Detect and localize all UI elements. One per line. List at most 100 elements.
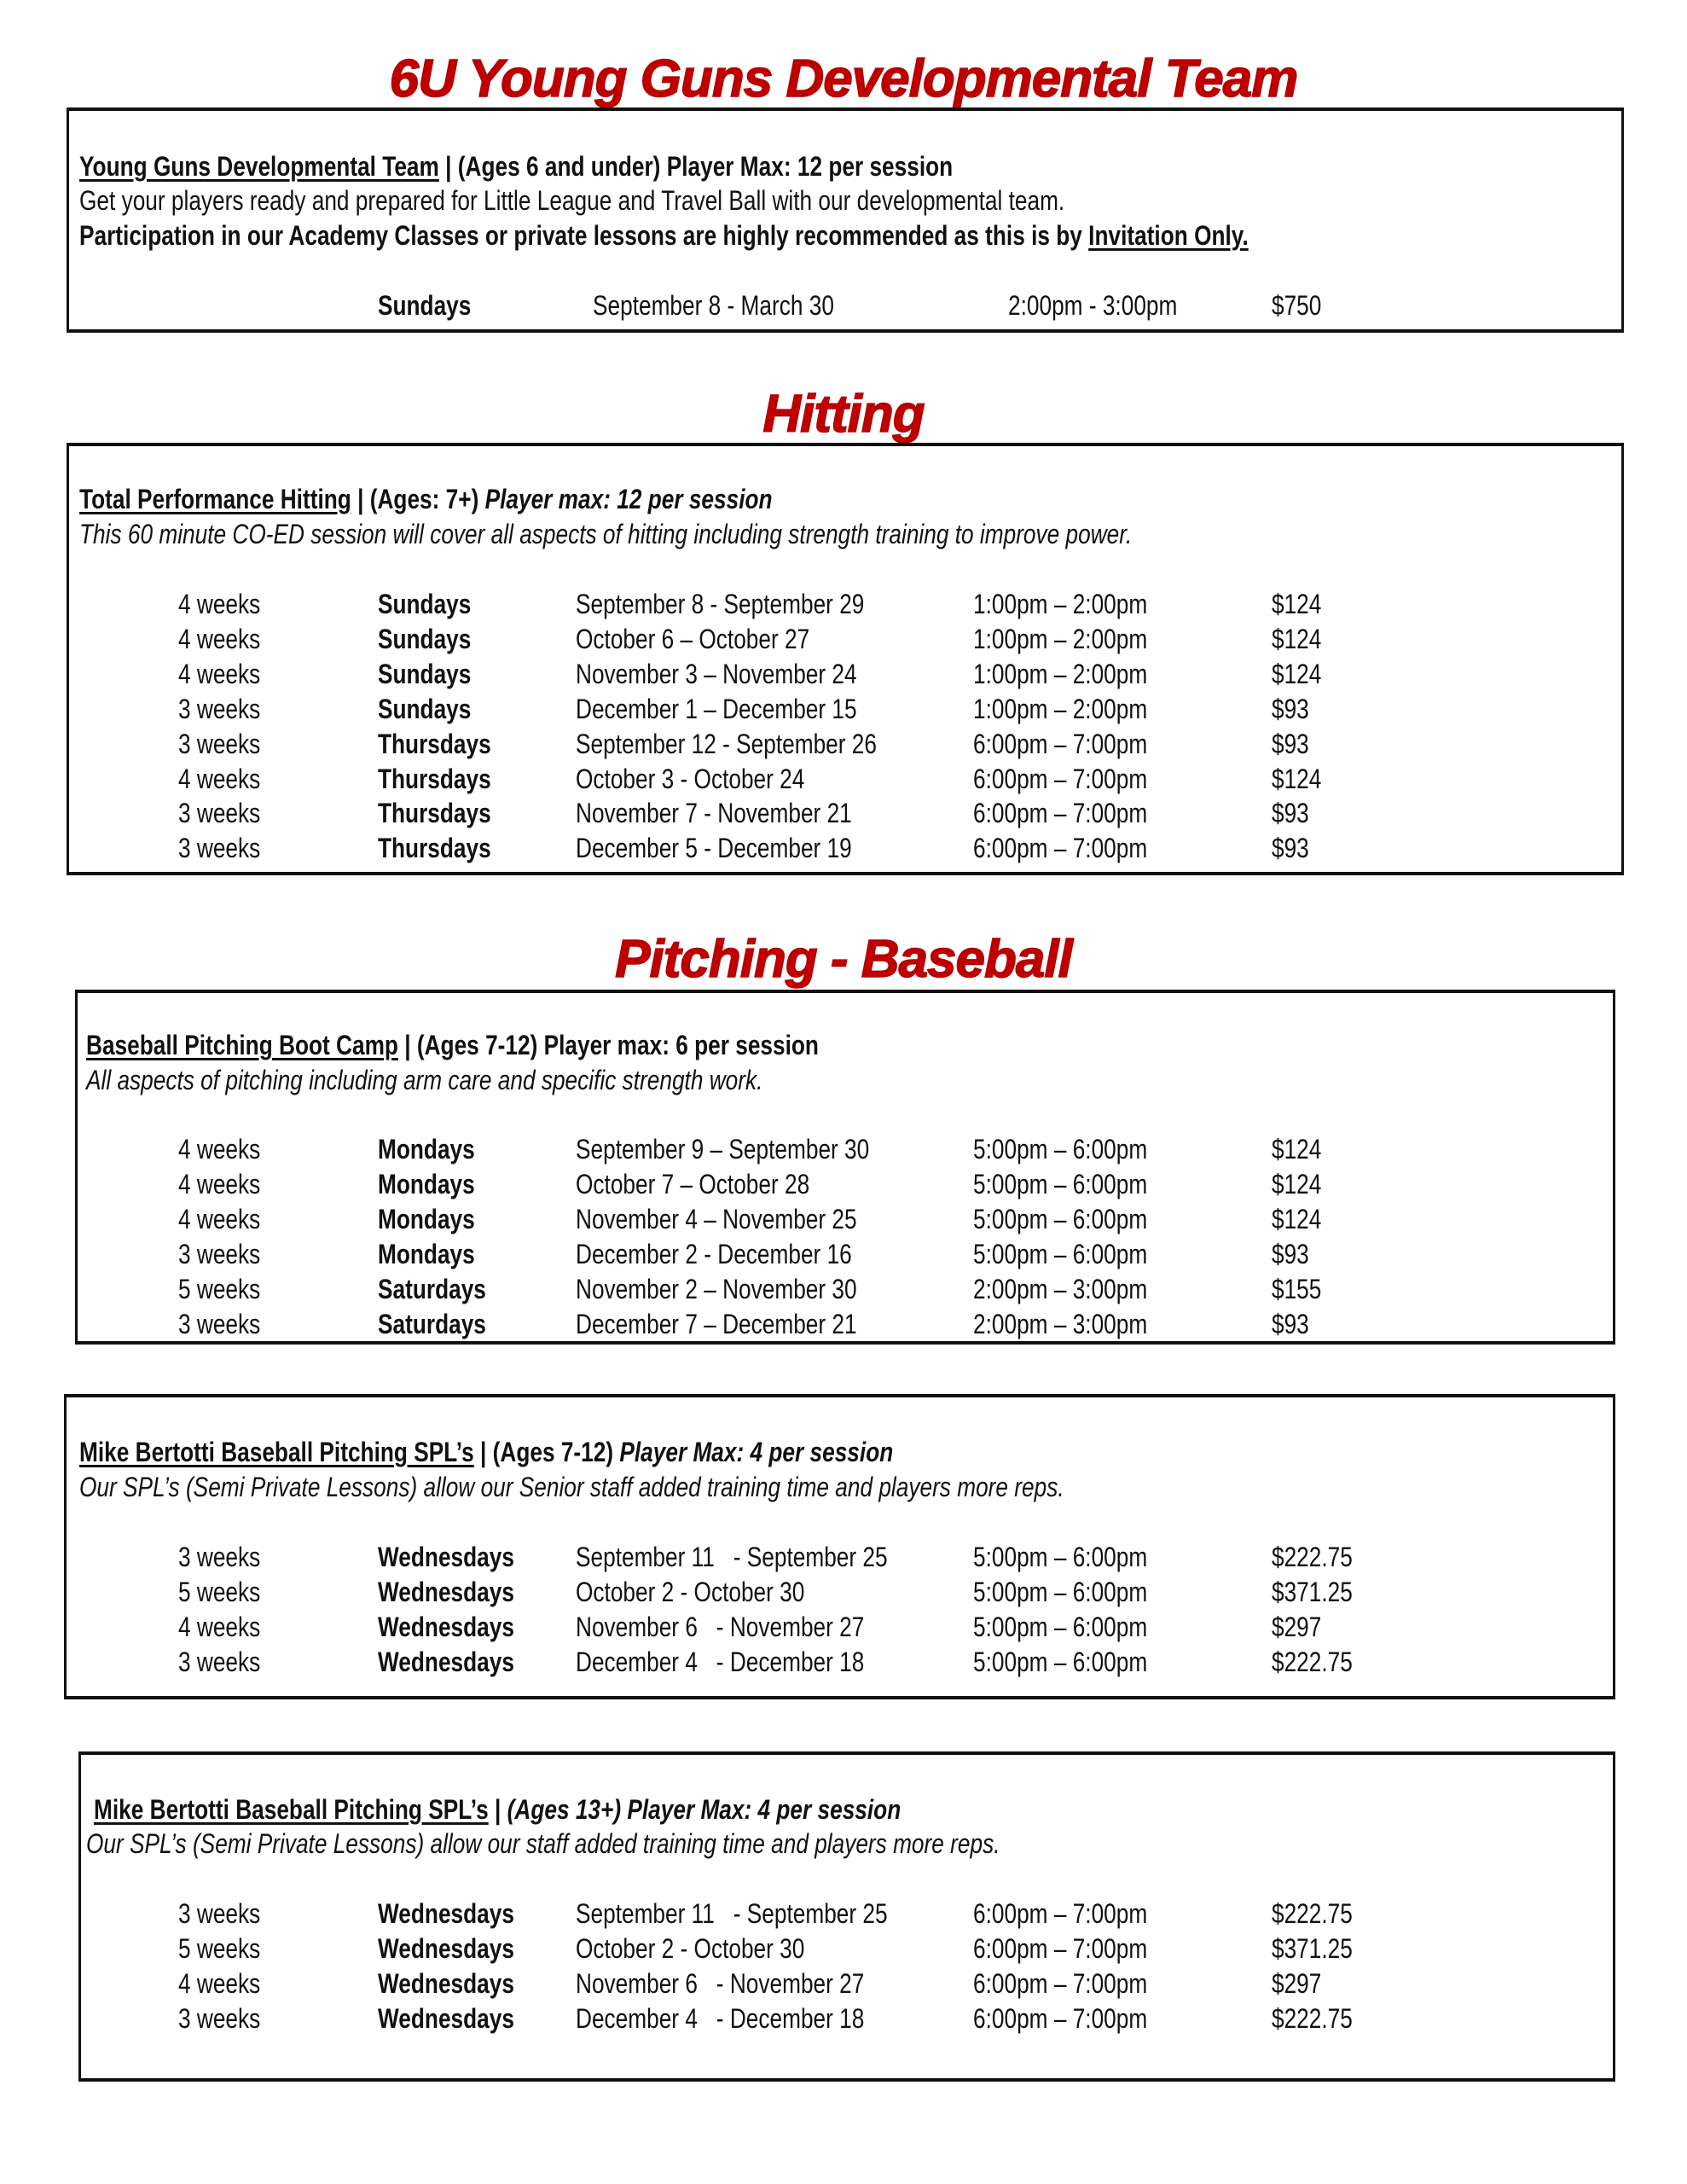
- schedule-day: Wednesdays: [378, 2002, 514, 2034]
- schedule-duration: 3 weeks: [178, 1542, 261, 1572]
- ages: (Ages 7-12): [416, 1030, 544, 1060]
- player-max: Player max: 12 per session: [484, 484, 773, 514]
- schedule-day: Mondays: [378, 1168, 475, 1199]
- schedule-dates: November 6 - November 27: [576, 1967, 865, 1999]
- schedule-dates: November 3 – November 24: [576, 658, 857, 689]
- schedule-price: $124: [1272, 763, 1322, 794]
- youth-team-box: [67, 107, 1624, 333]
- schedule-duration: 5 weeks: [178, 1273, 261, 1304]
- heading-separator: |: [351, 484, 370, 514]
- schedule-time: 6:00pm – 7:00pm: [973, 1967, 1148, 1999]
- schedule-time: 2:00pm – 3:00pm: [973, 1273, 1148, 1304]
- schedule-duration: 3 weeks: [178, 1308, 261, 1339]
- schedule-price: $155: [1272, 1273, 1322, 1304]
- schedule-duration: 3 weeks: [178, 833, 261, 864]
- schedule-time: 2:00pm – 3:00pm: [973, 1308, 1148, 1339]
- schedule-day: Wednesdays: [378, 1542, 514, 1572]
- hitting-heading: Total Performance Hitting | (Ages: 7+) P…: [79, 483, 773, 515]
- schedule-day: Sundays: [378, 623, 472, 654]
- youth-description: Get your players ready and prepared for …: [79, 185, 1065, 216]
- schedule-duration: 4 weeks: [178, 1611, 261, 1642]
- schedule-duration: 3 weeks: [178, 1898, 261, 1929]
- pitching-bootcamp-box: [75, 990, 1615, 1345]
- schedule-duration: 3 weeks: [178, 1646, 261, 1677]
- schedule-duration: 3 weeks: [178, 2002, 261, 2034]
- schedule-day: Wednesdays: [378, 1898, 514, 1929]
- schedule-day: Wednesdays: [378, 1611, 514, 1642]
- schedule-price: $93: [1272, 1238, 1309, 1269]
- schedule-time: 5:00pm – 6:00pm: [973, 1134, 1148, 1165]
- note-text: Participation in our Academy Classes or …: [79, 220, 1089, 251]
- program-name: Baseball Pitching Boot Camp: [86, 1030, 398, 1060]
- schedule-dates: November 6 - November 27: [576, 1611, 865, 1642]
- schedule-dates: September 11 - September 25: [576, 1542, 888, 1572]
- schedule-time: 6:00pm – 7:00pm: [973, 1932, 1148, 1964]
- schedule-time: 6:00pm – 7:00pm: [973, 1898, 1148, 1929]
- schedule-price: $222.75: [1272, 1898, 1353, 1929]
- schedule-dates: October 7 – October 28: [576, 1168, 810, 1199]
- ages: (Ages 7-12): [492, 1437, 620, 1467]
- schedule-day: Sundays: [378, 589, 472, 619]
- schedule-dates: September 8 - March 30: [593, 290, 834, 321]
- schedule-time: 5:00pm – 6:00pm: [973, 1576, 1148, 1607]
- spl-teen-description: Our SPL’s (Semi Private Lessons) allow o…: [86, 1828, 1000, 1859]
- schedule-day: Thursdays: [378, 798, 491, 829]
- schedule-price: $371.25: [1272, 1576, 1353, 1607]
- schedule-duration: 3 weeks: [178, 728, 261, 759]
- schedule-time: 5:00pm – 6:00pm: [973, 1542, 1148, 1572]
- schedule-duration: 4 weeks: [178, 623, 261, 654]
- ages: (Ages 13+): [507, 1794, 628, 1825]
- section-title-hitting: Hitting: [762, 384, 926, 444]
- spl-teen-box: [78, 1751, 1615, 2082]
- schedule-dates: November 7 - November 21: [576, 798, 852, 829]
- schedule-day: Mondays: [378, 1203, 475, 1234]
- schedule-dates: December 7 – December 21: [576, 1308, 857, 1339]
- schedule-time: 5:00pm – 6:00pm: [973, 1168, 1148, 1199]
- schedule-duration: 4 weeks: [178, 589, 261, 619]
- schedule-price: $93: [1272, 833, 1309, 864]
- spl-youth-box: [64, 1394, 1615, 1699]
- schedule-day: Sundays: [378, 290, 472, 321]
- schedule-time: 6:00pm – 7:00pm: [973, 2002, 1148, 2034]
- schedule-time: 5:00pm – 6:00pm: [973, 1203, 1148, 1234]
- schedule-time: 2:00pm - 3:00pm: [1008, 290, 1178, 321]
- schedule-day: Mondays: [378, 1134, 475, 1165]
- schedule-price: $124: [1272, 1168, 1322, 1199]
- schedule-price: $750: [1272, 290, 1322, 321]
- schedule-price: $222.75: [1272, 1542, 1353, 1572]
- schedule-duration: 5 weeks: [178, 1932, 261, 1964]
- program-name: Young Guns Developmental Team: [79, 151, 439, 182]
- youth-note: Participation in our Academy Classes or …: [79, 219, 1249, 252]
- schedule-price: $297: [1272, 1967, 1322, 1999]
- schedule-duration: 4 weeks: [178, 1134, 261, 1165]
- schedule-day: Saturdays: [378, 1308, 486, 1339]
- schedule-dates: December 2 - December 16: [576, 1238, 852, 1269]
- schedule-day: Sundays: [378, 658, 472, 689]
- schedule-time: 1:00pm – 2:00pm: [973, 589, 1148, 619]
- schedule-dates: December 4 - December 18: [576, 1646, 865, 1677]
- schedule-time: 6:00pm – 7:00pm: [973, 798, 1148, 829]
- schedule-time: 6:00pm – 7:00pm: [973, 833, 1148, 864]
- schedule-day: Wednesdays: [378, 1932, 514, 1964]
- pitching-heading: Baseball Pitching Boot Camp | (Ages 7-12…: [86, 1029, 819, 1061]
- schedule-day: Mondays: [378, 1238, 475, 1269]
- schedule-dates: December 5 - December 19: [576, 833, 852, 864]
- schedule-dates: November 2 – November 30: [576, 1273, 857, 1304]
- heading-separator: |: [488, 1794, 507, 1825]
- schedule-day: Wednesdays: [378, 1646, 514, 1677]
- schedule-day: Wednesdays: [378, 1576, 514, 1607]
- schedule-dates: September 12 - September 26: [576, 728, 877, 759]
- schedule-price: $124: [1272, 623, 1322, 654]
- schedule-price: $222.75: [1272, 2002, 1353, 2034]
- schedule-duration: 5 weeks: [178, 1576, 261, 1607]
- player-max: Player max: 6 per session: [543, 1030, 819, 1060]
- schedule-day: Saturdays: [378, 1273, 486, 1304]
- schedule-duration: 4 weeks: [178, 658, 261, 689]
- schedule-duration: 3 weeks: [178, 693, 261, 724]
- schedule-price: $93: [1272, 1308, 1309, 1339]
- schedule-price: $124: [1272, 658, 1322, 689]
- schedule-price: $124: [1272, 589, 1322, 619]
- schedule-duration: 3 weeks: [178, 1238, 261, 1269]
- heading-separator: |: [397, 1030, 417, 1060]
- schedule-time: 1:00pm – 2:00pm: [973, 658, 1148, 689]
